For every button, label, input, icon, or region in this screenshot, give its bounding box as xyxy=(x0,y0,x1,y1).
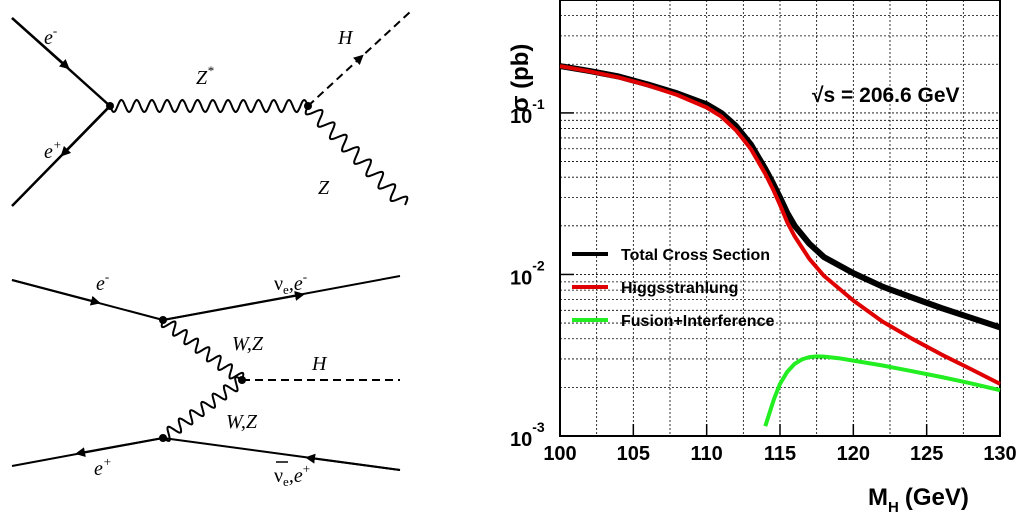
y-tick-label: 10-2 xyxy=(510,257,545,289)
label-e-plus-bottom: e+ xyxy=(94,454,112,480)
y-axis-label: σ (pb) xyxy=(507,44,534,112)
x-tick-label: 110 xyxy=(691,443,723,465)
x-tick-label: 120 xyxy=(837,443,870,465)
electron-arrow-top xyxy=(11,17,70,70)
x-tick-label: 105 xyxy=(617,443,650,465)
x-tick-label: 125 xyxy=(910,443,943,465)
x-axis-label: MH (GeV) xyxy=(868,484,969,516)
antineutrino-arrow-bottom xyxy=(305,453,401,471)
label-e-minus-bottom: e- xyxy=(96,269,109,295)
x-tick-label: 115 xyxy=(764,443,796,465)
y-tick-label: 10-1 xyxy=(510,96,545,128)
label-wz-lower: W,Z xyxy=(226,411,258,433)
legend: Total Cross Section Higgsstrahlung Fusion+… xyxy=(572,247,774,330)
series-line-fusion-interference xyxy=(763,354,1001,427)
feynman-diagram-fusion: e- e+ νe,e- W,Z H W,Z νe,e+ xyxy=(11,269,401,489)
legend-label: Higgsstrahlung xyxy=(621,280,738,297)
label-wz-upper: W,Z xyxy=(232,333,264,355)
label-e-minus-top: e- xyxy=(44,23,57,49)
neutrino-arrow-top xyxy=(162,290,305,321)
z-boson-line xyxy=(304,105,409,206)
y-tick-label: 10-3 xyxy=(510,419,545,451)
higgs-line-top xyxy=(307,11,411,107)
label-z-top: Z xyxy=(318,177,330,199)
label-neutrino-top: νe,e- xyxy=(274,269,307,297)
label-higgs-bottom: H xyxy=(311,353,328,375)
label-e-plus-top: e+ xyxy=(44,137,62,163)
electron-arrow-bottom xyxy=(11,279,101,306)
energy-annotation: √s = 206.6 GeV xyxy=(812,84,960,107)
label-antineutrino-bottom: νe,e+ xyxy=(274,461,310,489)
label-higgs-top: H xyxy=(337,27,354,49)
series-line-higgsstrahlung xyxy=(559,64,1001,386)
series-layer xyxy=(559,63,1001,427)
chart-grid xyxy=(560,0,1000,436)
w-z-propagator-lower xyxy=(162,376,243,442)
w-z-propagator-upper xyxy=(160,319,245,381)
label-z-star: Z* xyxy=(196,63,214,89)
positron-arrow-bottom xyxy=(75,437,164,458)
axis-ticks: 100 105 110 115 120 125 130 10-1 10-2 10-3 xyxy=(510,96,1017,465)
x-tick-label: 130 xyxy=(983,443,1016,465)
legend-label: Fusion+Interference xyxy=(621,313,774,330)
x-tick-label: 100 xyxy=(543,443,576,465)
legend-label: Total Cross Section xyxy=(621,247,770,264)
positron-arrow-top xyxy=(60,105,111,157)
cross-section-chart: 100 105 110 115 120 125 130 10-1 10-2 10-3 Total … xyxy=(507,0,1017,516)
z-star-propagator xyxy=(109,98,309,114)
feynman-diagram-higgsstrahlung: e- e+ Z* H Z xyxy=(11,11,411,207)
